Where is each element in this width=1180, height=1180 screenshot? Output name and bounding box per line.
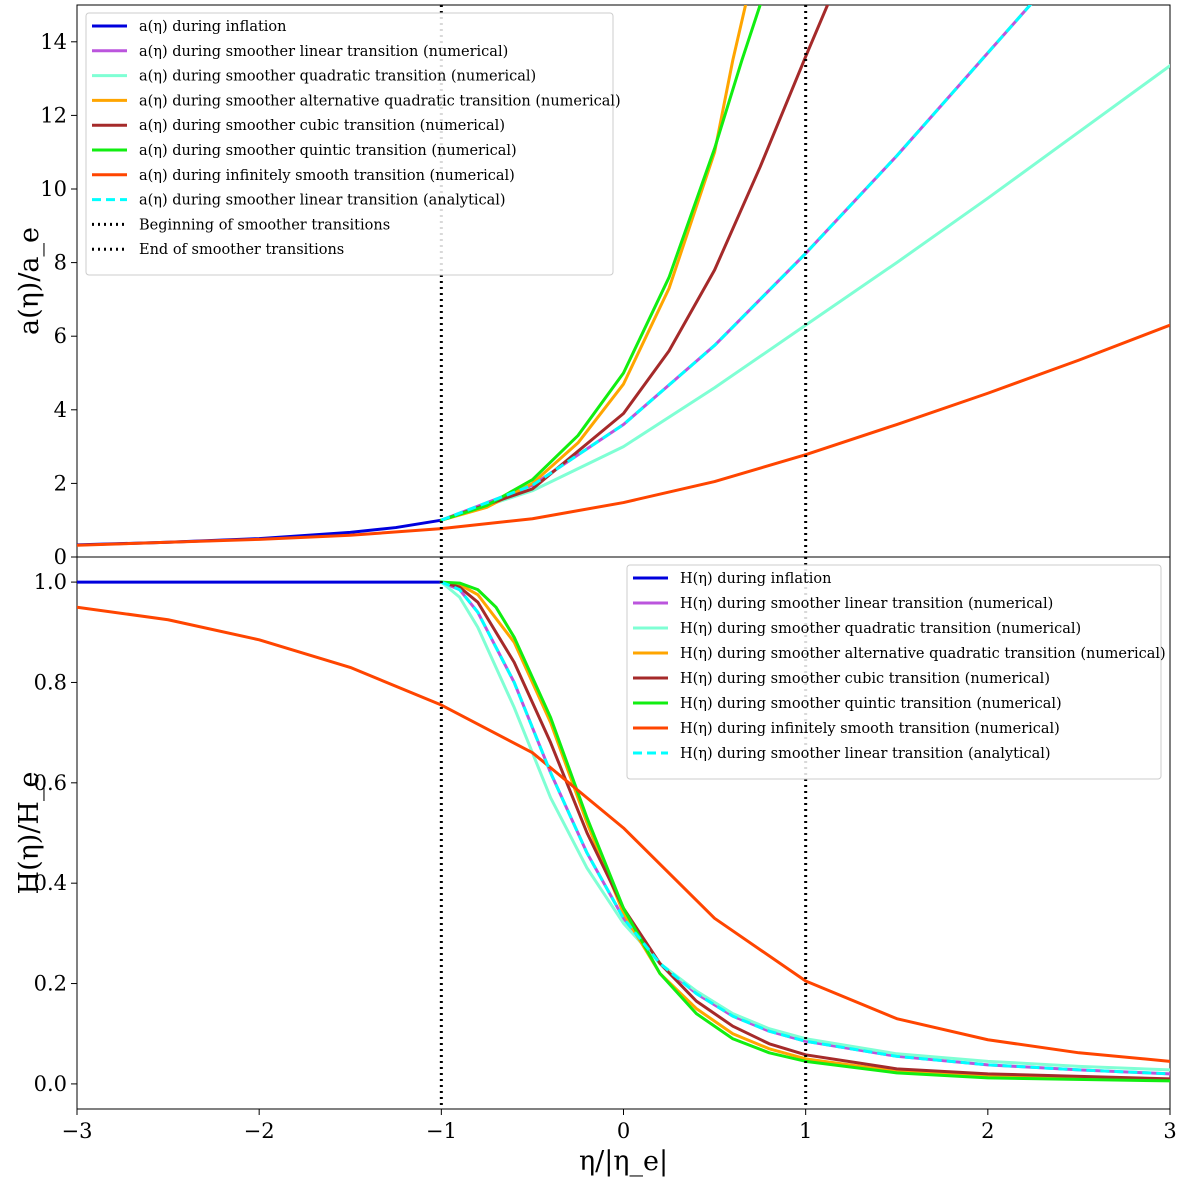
legend-entry-label: H(η) during smoother cubic transition (n… [680, 671, 1050, 687]
series-group [77, 5, 1170, 547]
x-tick-label: 3 [1163, 1119, 1176, 1143]
legend-box [626, 564, 1162, 780]
y-tick-label: 0.2 [34, 972, 67, 996]
legend-entry-label: H(η) during inflation [680, 571, 832, 587]
y-tick-label: 2 [54, 471, 67, 495]
legend-entry-label: H(η) during smoother quintic transition … [680, 696, 1062, 712]
x-tick-label: −2 [244, 1119, 275, 1143]
series-line-6 [439, 5, 762, 522]
x-tick-label: −3 [62, 1119, 93, 1143]
legend-entry-label: Beginning of smoother transitions [139, 217, 390, 233]
y-tick-label: 10 [40, 177, 67, 201]
series-line-7 [77, 605, 1170, 1063]
y-tick-label: 12 [40, 103, 67, 127]
y-tick-label: 1.0 [34, 570, 67, 594]
y-tick-label: 4 [54, 398, 67, 422]
y-axis-label: a(η)/a_e [14, 227, 45, 335]
legend-entry-label: a(η) during infinitely smooth transition… [139, 168, 515, 184]
y-tick-label: 0 [54, 545, 67, 569]
legend-entry-label: H(η) during smoother linear transition (… [680, 746, 1051, 762]
legend-entry-label: H(η) during smoother quadratic transitio… [680, 621, 1081, 637]
series-line-8 [440, 580, 1170, 1076]
legend-entry-label: a(η) during smoother quintic transition … [139, 143, 517, 159]
legend-entry-label: End of smoother transitions [139, 242, 344, 258]
series-line-6 [439, 580, 1170, 1083]
y-tick-label: 0.4 [34, 871, 67, 895]
legend: H(η) during inflation H(η) during smoothe… [626, 564, 1166, 780]
bottom-panel-h-of-eta: 0.0 0.2 0.4 0.6 0.8 1.0 −3 −2 −1 0 1 2 3 H(η)/H_e η/|η… [14, 556, 1177, 1177]
legend-entry-label: a(η) during smoother linear transition (… [139, 44, 508, 60]
y-tick-label: 0.0 [34, 1072, 67, 1096]
series-group [77, 580, 1170, 1083]
y-tick-label: 0.8 [34, 670, 67, 694]
legend-entry-label: a(η) during inflation [139, 19, 287, 35]
y-tick-label: 14 [40, 30, 67, 54]
y-axis-label: H(η)/H_e [14, 772, 45, 895]
y-tick-label: 6 [54, 324, 67, 348]
legend-entry-label: a(η) during smoother cubic transition (n… [139, 118, 505, 134]
legend-entry-label: a(η) during smoother alternative quadrat… [139, 93, 621, 109]
legend-entry-label: H(η) during smoother linear transition (… [680, 596, 1053, 612]
legend-entry-label: H(η) during smoother alternative quadrat… [680, 646, 1166, 662]
x-axis-label: η/|η_e| [579, 1146, 668, 1177]
legend-box [85, 12, 614, 276]
x-tick-label: −1 [426, 1119, 457, 1143]
series-line-8 [440, 5, 1033, 522]
legend: a(η) during inflation a(η) during smoothe… [85, 12, 621, 276]
legend-entry-label: a(η) during smoother quadratic transitio… [139, 69, 536, 85]
y-tick-label: 0.6 [34, 771, 67, 795]
legend-entry-label: a(η) during smoother linear transition (… [139, 193, 506, 209]
series-line-7 [77, 323, 1170, 547]
top-panel-a-of-eta: 0 2 4 6 8 10 12 14 a(η)/a_e a(η) during inflation… [14, 4, 1171, 569]
series-line-3 [439, 64, 1170, 522]
legend-entry-label: H(η) during infinitely smooth transition… [680, 721, 1060, 737]
x-tick-label: 2 [981, 1119, 994, 1143]
series-line-5 [439, 580, 1170, 1081]
y-tick-label: 8 [54, 251, 67, 275]
x-tick-label: 0 [617, 1119, 630, 1143]
x-tick-label: 1 [799, 1119, 812, 1143]
